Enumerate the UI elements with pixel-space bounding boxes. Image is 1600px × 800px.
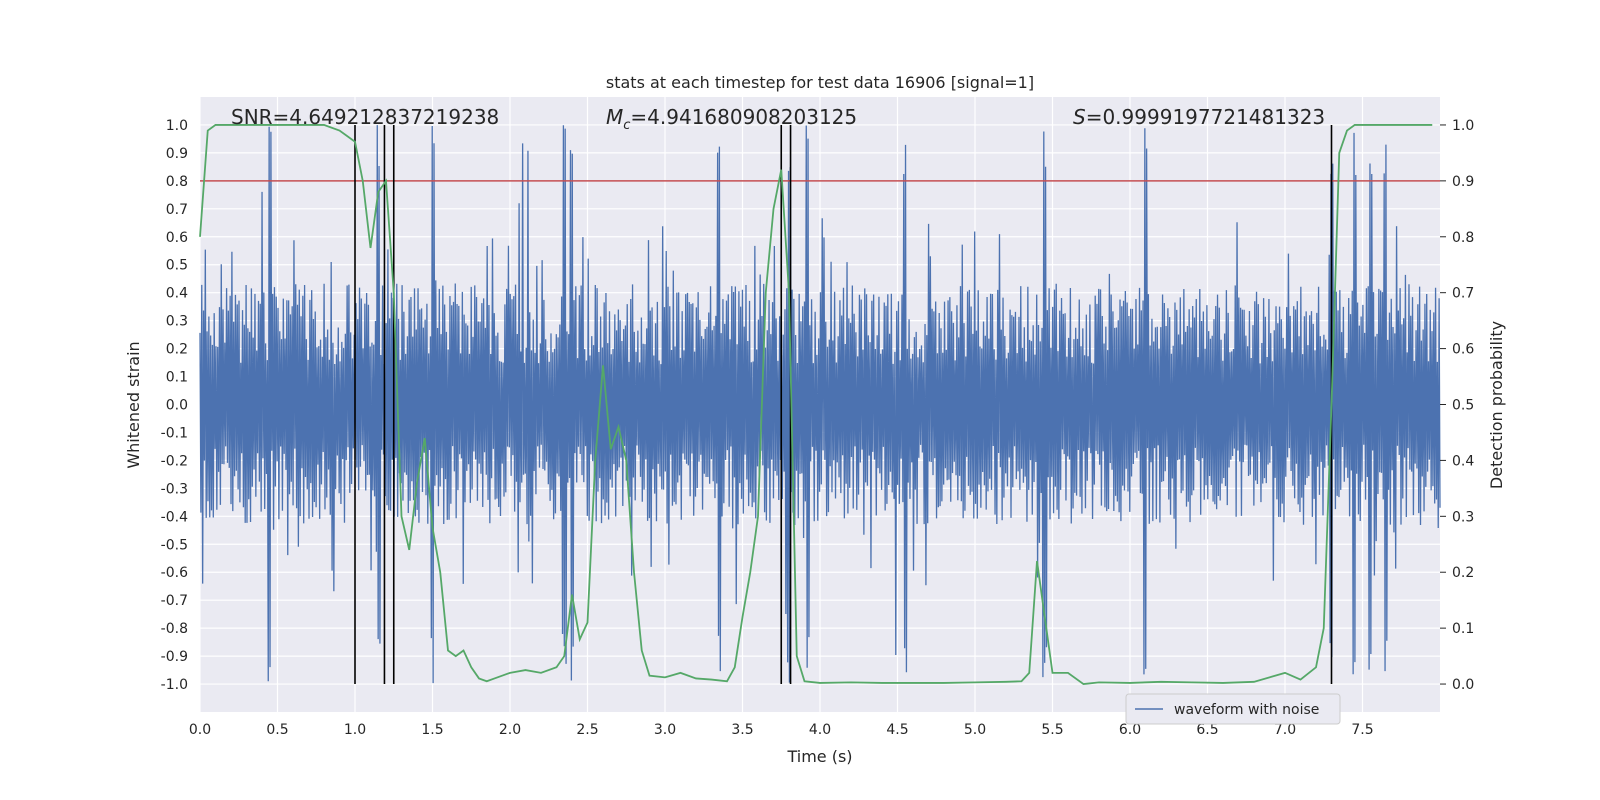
right-tick-label: 0.9 <box>1452 174 1474 190</box>
legend: waveform with noise <box>1125 693 1341 725</box>
y-tick-label: -0.9 <box>161 649 188 665</box>
y-tick-label: 0.2 <box>166 342 188 358</box>
mc-value: =4.941680908203125 <box>630 105 857 129</box>
right-axis-label: Detection probability <box>1487 321 1506 489</box>
x-tick-label: 2.5 <box>576 722 598 738</box>
right-tick-label: 1.0 <box>1452 118 1474 134</box>
mc-symbol: M <box>606 105 623 129</box>
y-tick-label: 0.3 <box>166 314 188 330</box>
snr-annotation: SNR=4.649212837219238 <box>231 105 499 129</box>
x-tick-label: 3.0 <box>654 722 676 738</box>
y-tick-label: -0.5 <box>161 537 188 553</box>
x-tick-label: 7.5 <box>1351 722 1373 738</box>
y-tick-label: -0.6 <box>161 565 188 581</box>
x-tick-labels: 0.0 0.5 1.0 1.5 2.0 2.5 3.0 3.5 4.0 4.5 5.0 5.5 6.0 6… <box>189 722 1374 738</box>
right-tick-label: 0.1 <box>1452 621 1474 637</box>
y-tick-label: 0.1 <box>166 370 188 386</box>
x-tick-label: 6.0 <box>1119 722 1141 738</box>
y-tick-label: 0.5 <box>166 258 188 274</box>
y-tick-labels: 1.0 0.9 0.8 0.7 0.6 0.5 0.4 0.3 0.2 0.1 0.0 -0.1 -0.… <box>161 118 188 693</box>
y-tick-label: 0.8 <box>166 174 188 190</box>
y-tick-label: -0.7 <box>161 593 188 609</box>
x-tick-label: 3.5 <box>731 722 753 738</box>
right-tick-labels: 1.0 0.9 0.8 0.7 0.6 0.5 0.4 0.3 0.2 0.1 0.0 <box>1440 118 1474 693</box>
x-tick-label: 4.0 <box>809 722 831 738</box>
x-tick-label: 0.5 <box>266 722 288 738</box>
y-tick-label: -0.8 <box>161 621 188 637</box>
x-tick-label: 1.5 <box>421 722 443 738</box>
waveform-line <box>199 125 1441 684</box>
y-tick-label: -0.4 <box>161 509 188 525</box>
x-tick-label: 4.5 <box>886 722 908 738</box>
x-axis-label: Time (s) <box>786 747 852 766</box>
x-tick-label: 2.0 <box>499 722 521 738</box>
y-tick-label: 0.7 <box>166 202 188 218</box>
right-tick-label: 0.7 <box>1452 286 1474 302</box>
right-tick-label: 0.0 <box>1452 677 1474 693</box>
x-tick-label: 5.0 <box>964 722 986 738</box>
y-tick-label: 0.0 <box>166 398 188 414</box>
x-tick-label: 1.0 <box>344 722 366 738</box>
mc-subscript: c <box>623 118 630 133</box>
y-tick-label: 1.0 <box>166 118 188 134</box>
legend-box <box>1125 693 1341 725</box>
right-tick-label: 0.6 <box>1452 342 1474 358</box>
x-tick-label: 5.5 <box>1041 722 1063 738</box>
s-value: =0.9999197721481323 <box>1086 105 1325 129</box>
y-tick-label: 0.6 <box>166 230 188 246</box>
x-tick-label: 6.5 <box>1196 722 1218 738</box>
waveform-series <box>199 125 1441 684</box>
y-tick-label: 0.9 <box>166 146 188 162</box>
y-tick-label: 0.4 <box>166 286 188 302</box>
x-tick-label: 0.0 <box>189 722 211 738</box>
y-tick-label: -1.0 <box>161 677 188 693</box>
mc-annotation: Mc=4.941680908203125 <box>606 105 857 133</box>
y-tick-label: -0.3 <box>161 481 188 497</box>
right-tick-label: 0.4 <box>1452 453 1474 469</box>
chart-title: stats at each timestep for test data 169… <box>606 73 1034 92</box>
s-symbol: S <box>1073 105 1086 129</box>
y-axis-label: Whitened strain <box>124 341 143 468</box>
s-annotation: S=0.9999197721481323 <box>1073 105 1325 129</box>
right-tick-label: 0.2 <box>1452 565 1474 581</box>
legend-label: waveform with noise <box>1174 702 1319 718</box>
probability-line <box>199 124 1433 685</box>
right-tick-label: 0.5 <box>1452 398 1474 414</box>
y-tick-label: -0.1 <box>161 425 188 441</box>
right-tick-label: 0.8 <box>1452 230 1474 246</box>
right-tick-label: 0.3 <box>1452 509 1474 525</box>
x-tick-label: 7.0 <box>1274 722 1296 738</box>
y-tick-label: -0.2 <box>161 453 188 469</box>
